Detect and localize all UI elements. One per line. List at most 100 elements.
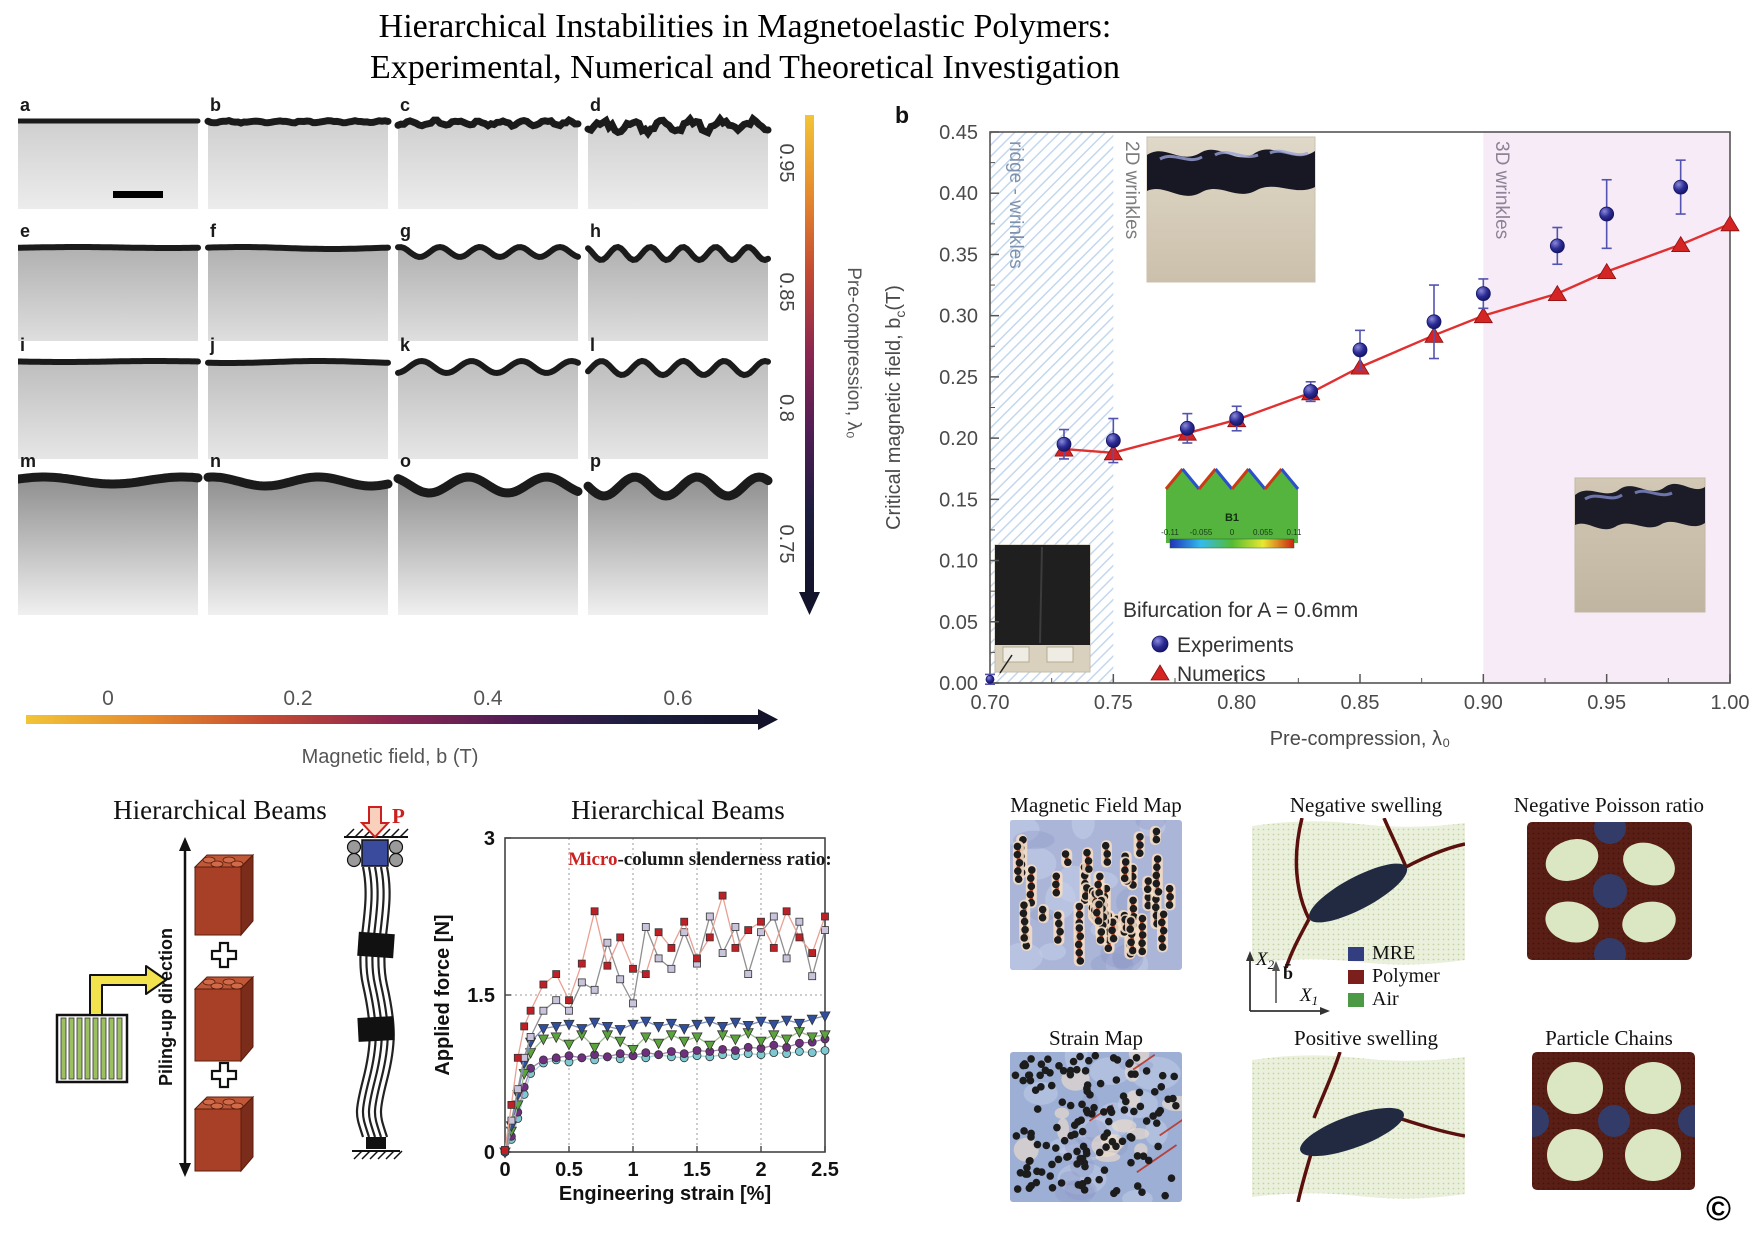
page-title: Hierarchical Instabilities in Magnetoela… (230, 6, 1260, 89)
svg-text:a: a (20, 95, 31, 115)
svg-text:0.00: 0.00 (939, 673, 978, 695)
air-label: Air (1372, 988, 1399, 1010)
svg-text:b̄: b̄ (1283, 962, 1293, 983)
svg-text:0.45: 0.45 (939, 122, 978, 144)
svg-text:0: 0 (102, 687, 114, 710)
legend-row-polymer: Polymer (1348, 965, 1468, 988)
svg-text:0: 0 (1230, 528, 1235, 537)
svg-text:1.5: 1.5 (683, 1159, 711, 1181)
svg-text:0.4: 0.4 (473, 687, 503, 710)
bifurcation-plot: b B1 -0.11 -0.055 0 0.055 0.11 0.70 0.75 0.80 0.85… (870, 95, 1754, 785)
beams-diagram-title: Hierarchical Beams (113, 795, 327, 825)
magnetic-field-colorbar (26, 715, 758, 724)
bifurcation-plot-svg: b B1 -0.11 -0.055 0 0.055 0.11 0.70 0.75 0.80 0.85… (883, 102, 1750, 750)
svg-text:h: h (590, 221, 601, 241)
svg-text:0.055: 0.055 (1253, 528, 1274, 537)
svg-text:1.5: 1.5 (467, 985, 495, 1007)
svg-text:Magnetic field, b (T): Magnetic field, b (T) (302, 746, 479, 768)
inset-photo-2d-wrinkles (1146, 136, 1316, 283)
svg-text:Experiments: Experiments (1177, 634, 1294, 657)
axes-triad-svg: X2 b̄ X1 (1246, 949, 1330, 1015)
legend-row-mre: MRE (1348, 942, 1468, 965)
svg-text:0.35: 0.35 (939, 244, 978, 266)
lego-brick-icon (193, 1095, 255, 1173)
striped-laminate-icon (55, 1013, 129, 1084)
svg-text:2: 2 (755, 1159, 766, 1181)
svg-text:2.5: 2.5 (811, 1159, 839, 1181)
page-title-line2: Experimental, Numerical and Theoretical … (370, 49, 1120, 87)
svg-text:0.75: 0.75 (775, 525, 797, 564)
svg-text:o: o (400, 451, 411, 471)
panel-title-magnetic-field-map: Magnetic Field Map (1010, 793, 1182, 817)
svg-text:0.70: 0.70 (971, 692, 1010, 714)
inset-photo-3d-wrinkles (1574, 477, 1706, 613)
page-title-line1: Hierarchical Instabilities in Magnetoela… (378, 8, 1112, 45)
svg-text:0.95: 0.95 (1587, 692, 1626, 714)
svg-text:-0.11: -0.11 (1161, 528, 1179, 537)
svg-text:-0.055: -0.055 (1190, 528, 1213, 537)
pre-compression-colorbar (805, 115, 814, 592)
svg-text:d: d (590, 95, 601, 115)
svg-text:n: n (210, 451, 221, 471)
svg-text:0.8: 0.8 (775, 394, 797, 422)
svg-text:Pre-compression, λ₀: Pre-compression, λ₀ (843, 267, 864, 439)
svg-text:3: 3 (484, 828, 495, 850)
svg-text:0.95: 0.95 (775, 144, 797, 183)
svg-text:1.00: 1.00 (1711, 692, 1750, 714)
svg-text:X2: X2 (1255, 949, 1275, 972)
particle-chains-panel (1532, 1052, 1695, 1195)
air-swatch (1348, 992, 1364, 1007)
svg-text:0: 0 (484, 1142, 495, 1164)
panel-title-negative-poisson: Negative Poisson ratio (1513, 793, 1705, 817)
svg-text:0.75: 0.75 (1094, 692, 1133, 714)
mre-label: MRE (1372, 942, 1416, 964)
lego-brick-icon (193, 853, 255, 937)
svg-text:Critical magnetic field, bc(T): Critical magnetic field, bc(T) (883, 285, 908, 530)
beams-diagram: Piling-up direction P (30, 785, 430, 1215)
svg-text:0.11: 0.11 (1287, 528, 1303, 537)
coordinate-axes-icon: X2 b̄ X1 (1238, 945, 1338, 1025)
magnetic-field-map-panel (984, 806, 1182, 983)
p-poisson-svg (1527, 822, 1692, 960)
svg-text:P: P (392, 804, 405, 828)
legend-row-air: Air (1348, 988, 1468, 1011)
p-chains-svg (1532, 1052, 1695, 1190)
micrograph-grid: a b c d e f g h i j k l m n o p 0 0.2 0.4 0.6 Magnetic field… (13, 95, 880, 790)
inset-fem-wrinkle-mode (1158, 463, 1306, 557)
beams-chart-svg: 0 0.5 1 1.5 2 2.5 0 1.5 3 Engineering strain [%] A… (432, 828, 839, 1205)
p-negswell-svg (1252, 817, 1466, 969)
svg-text:k: k (400, 335, 411, 355)
svg-text:0.6: 0.6 (663, 687, 692, 710)
svg-text:0.40: 0.40 (939, 183, 978, 205)
plus-icon (210, 1061, 238, 1089)
svg-text:0.85: 0.85 (775, 273, 797, 312)
plus-icon (210, 941, 238, 969)
svg-text:0: 0 (499, 1159, 510, 1181)
svg-text:Pre-compression, λ₀: Pre-compression, λ₀ (1270, 728, 1451, 750)
load-arrow-icon (359, 806, 391, 839)
beams-diagram-svg: Piling-up direction P (55, 804, 409, 1177)
buckled-column-icon (344, 806, 409, 1160)
lego-brick-icon (193, 975, 255, 1063)
svg-text:Numerics: Numerics (1177, 663, 1266, 686)
piling-arrow-icon (89, 965, 167, 1016)
svg-text:Applied force [N]: Applied force [N] (432, 914, 454, 1075)
mre-swatch (1348, 946, 1364, 961)
svg-text:j: j (209, 335, 215, 355)
inset-photo-flat-sample (994, 544, 1091, 673)
p-posswell-svg (1252, 1051, 1466, 1203)
svg-text:Micro-column slenderness ratio: Micro-column slenderness ratio: (568, 849, 832, 870)
svg-text:g: g (400, 221, 411, 241)
material-legend: MRE Polymer Air (1348, 942, 1468, 1011)
svg-text:0.20: 0.20 (939, 428, 978, 450)
copyright-icon: © (1706, 1190, 1732, 1228)
svg-text:0.85: 0.85 (1341, 692, 1380, 714)
panel-title-positive-swelling: Positive swelling (1293, 1026, 1439, 1050)
svg-text:0.15: 0.15 (939, 489, 978, 511)
svg-text:Bifurcation for A = 0.6mm: Bifurcation for A = 0.6mm (1123, 599, 1358, 622)
svg-text:0.5: 0.5 (555, 1159, 583, 1181)
svg-text:X1: X1 (1299, 985, 1318, 1008)
micrograph-grid-svg: a b c d e f g h i j k l m n o p 0 0.2 0.4 0.6 Magnetic field… (13, 95, 864, 768)
positive-swelling-panel (1252, 1051, 1466, 1207)
